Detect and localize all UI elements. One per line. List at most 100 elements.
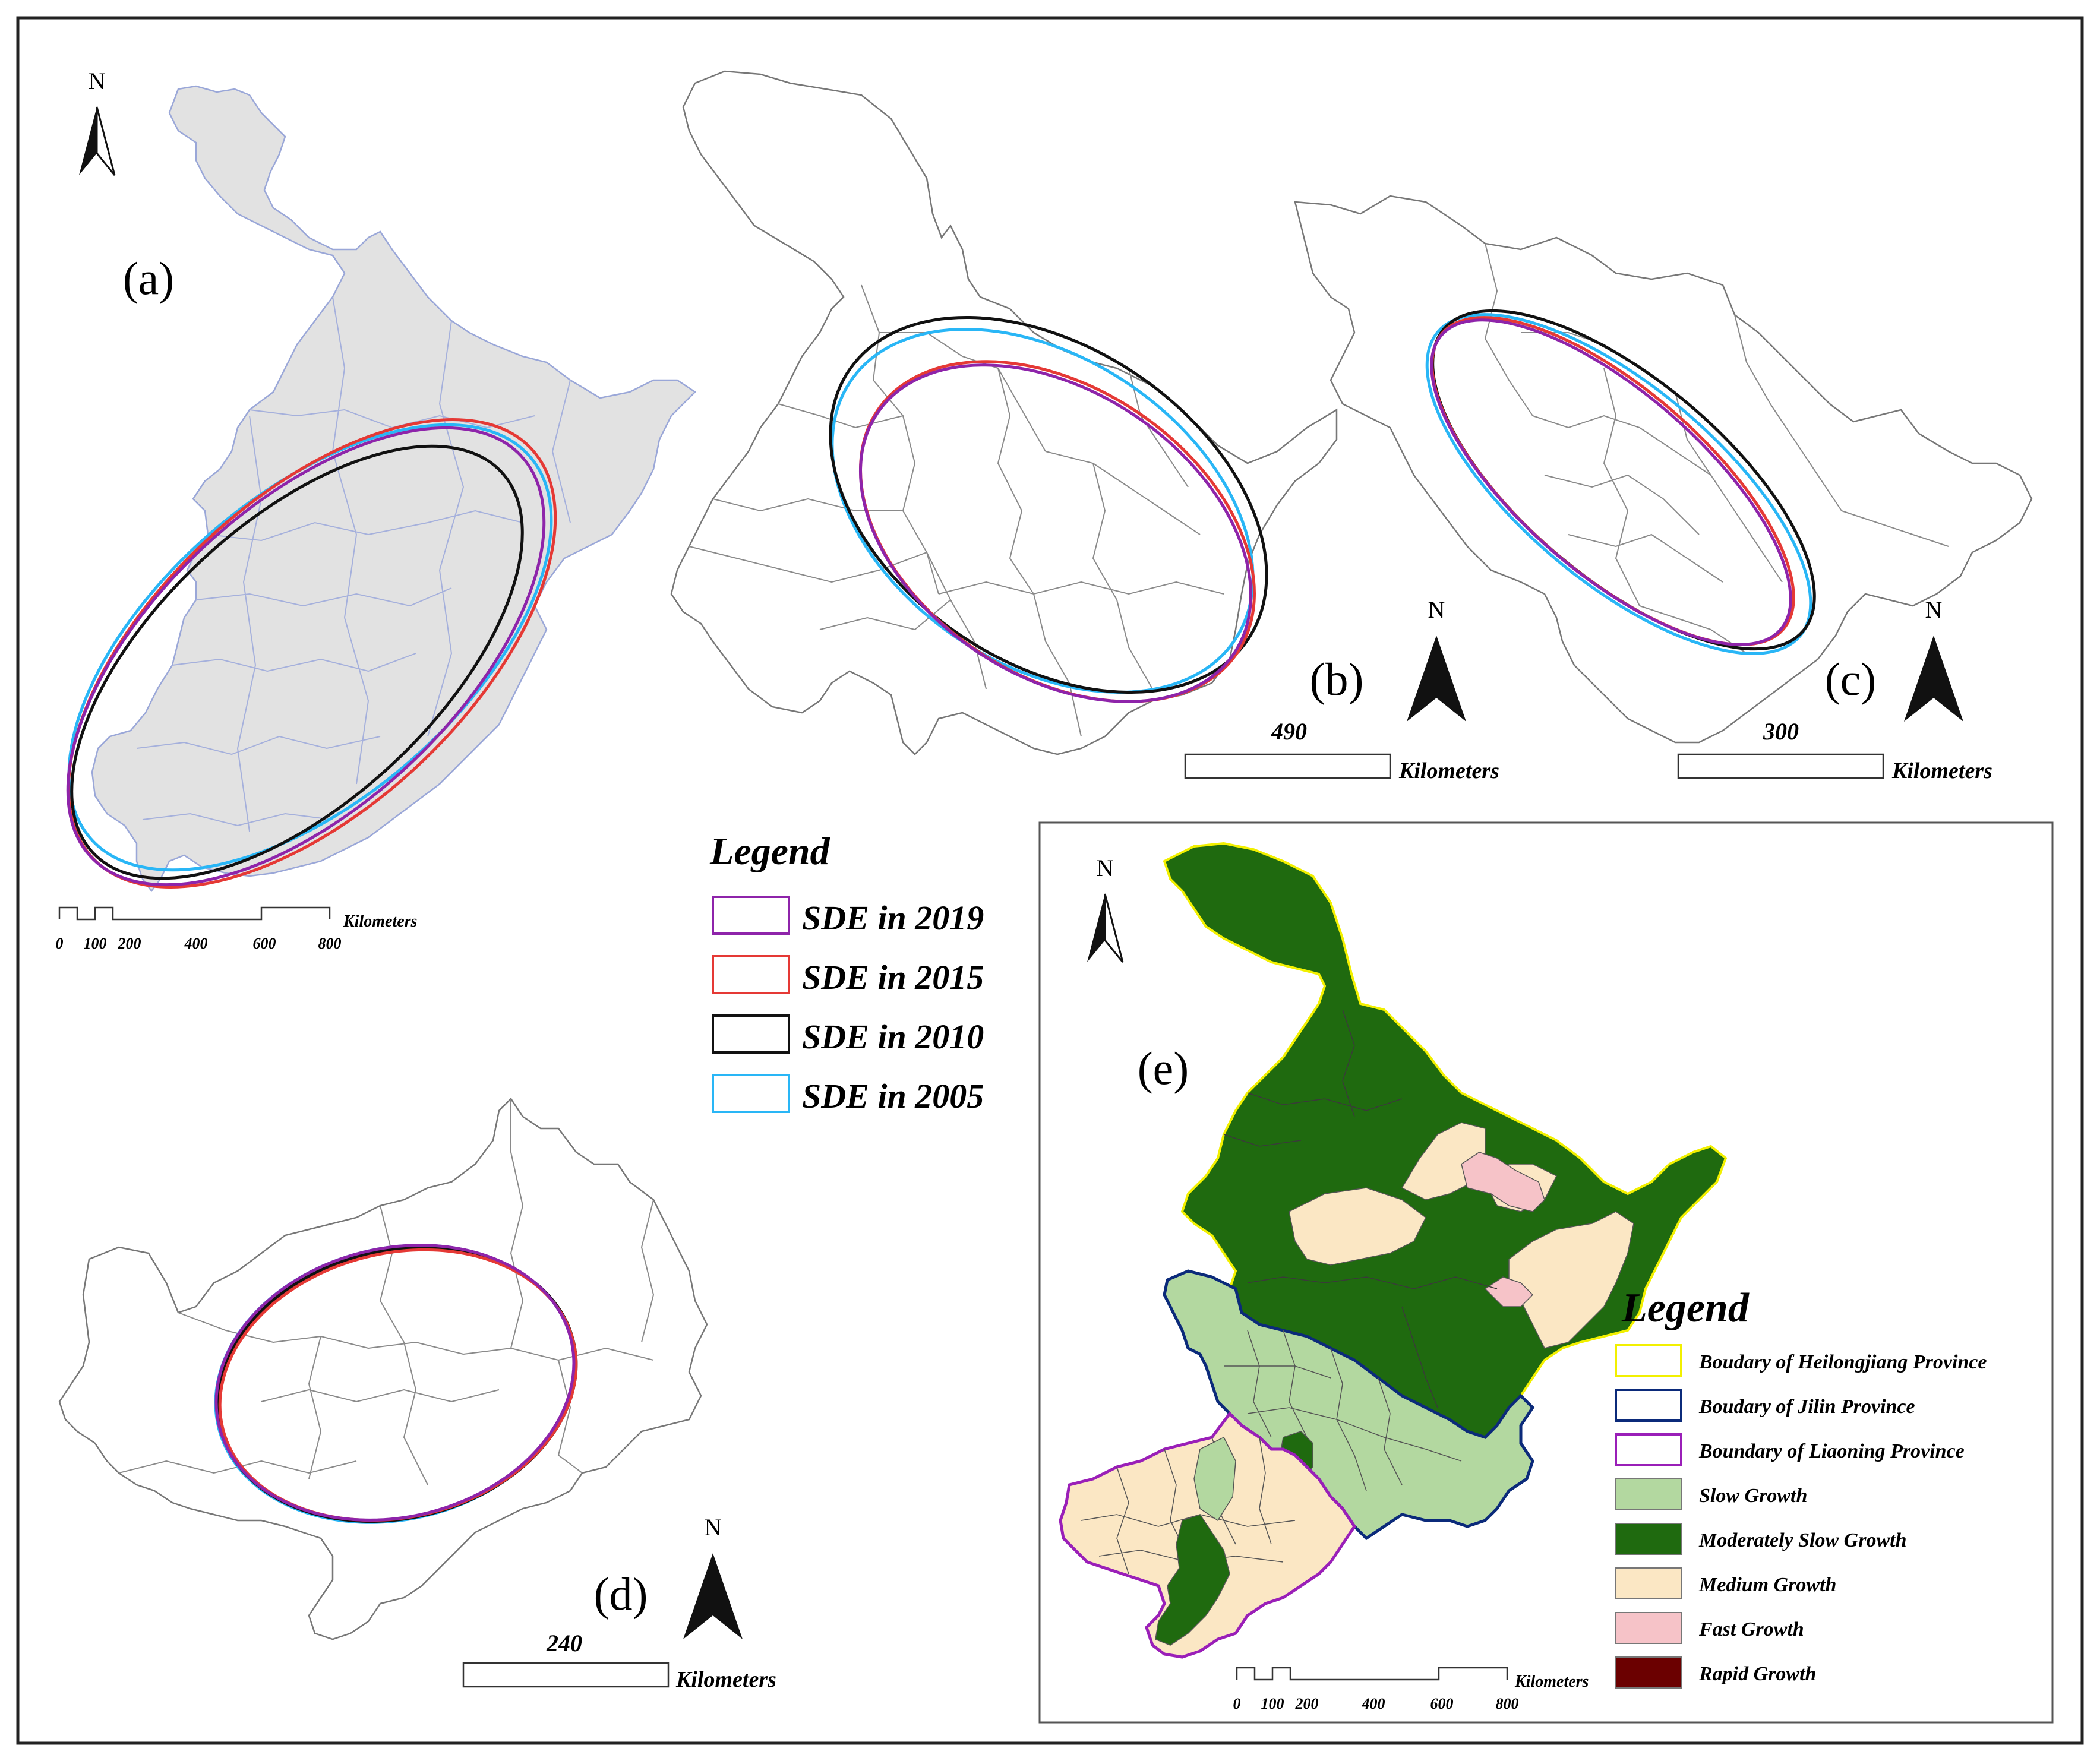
growth-legend-swatch-liaoning: [1615, 1433, 1682, 1466]
scalebar-a-tick-3: 400: [184, 935, 208, 952]
panel-a: N (a) Kilometers 0 100 200 400 600 800: [56, 68, 696, 952]
sde-legend-swatch-2010: [712, 1014, 790, 1054]
scalebar-a: Kilometers 0 100 200 400 600 800: [56, 906, 418, 952]
scalebar-e: Kilometers 0 100 200 400 600 800: [1233, 1667, 1589, 1712]
north-arrow-b: N: [1407, 596, 1466, 722]
growth-legend-item-liaoning: Boundary of Liaoning Province: [1615, 1433, 1965, 1466]
north-label-c: N: [1925, 596, 1943, 623]
sde-legend-title: Legend: [709, 830, 830, 873]
figure-border: [16, 16, 2084, 1745]
scalebar-e-tick-2: 200: [1295, 1695, 1319, 1712]
panel-c: (c) N 300 Kilometers: [1294, 195, 2033, 783]
scalebar-a-tick-2: 200: [118, 935, 141, 952]
jilin-outline: [1294, 195, 2033, 744]
sde-legend-item-2005: SDE in 2005: [712, 1074, 984, 1115]
sde-2019-ellipse-c: [1430, 318, 1792, 646]
sde-legend-item-2015: SDE in 2015: [712, 955, 984, 997]
panel-b-sde-ellipses: [829, 315, 1268, 703]
jilin-region: [1163, 1269, 1535, 1541]
growth-legend-swatch-medium: [1615, 1567, 1682, 1599]
scalebar-a-unit: Kilometers: [343, 912, 418, 931]
north-arrow-e: N: [1087, 855, 1124, 963]
growth-legend-item-fast: Fast Growth: [1615, 1612, 1804, 1644]
panel-e: N (e) Legend Boudary of Heilongjiang Pro…: [1038, 821, 2054, 1724]
growth-legend-swatch-moderately-slow: [1615, 1523, 1682, 1555]
panel-b: (b) N 490 Kilometers: [670, 70, 1499, 783]
north-label-a: N: [89, 68, 106, 94]
scalebar-b: 490 Kilometers: [1184, 718, 1499, 783]
heilongjiang-city-boundaries: [1223, 1009, 1498, 1408]
growth-legend-item-jilin: Boudary of Jilin Province: [1615, 1389, 1915, 1422]
sde-2019-ellipse-a: [66, 426, 546, 887]
growth-legend-swatch-heilongjiang: [1615, 1344, 1682, 1377]
north-arrow-c: N: [1904, 596, 1963, 722]
sde-2010-ellipse-b: [829, 315, 1268, 694]
scalebar-e-tick-1: 100: [1261, 1695, 1284, 1712]
scalebar-a-tick-1: 100: [84, 935, 107, 952]
sde-legend-swatch-2015: [712, 955, 790, 994]
growth-legend-label-moderately-slow: Moderately Slow Growth: [1698, 1529, 1906, 1551]
liaoning-outline: [58, 1098, 708, 1640]
panel-d-label: (d): [594, 1568, 648, 1620]
sde-legend-label-2010: SDE in 2010: [802, 1017, 984, 1056]
growth-legend-label-medium: Medium Growth: [1698, 1574, 1836, 1596]
sde-legend-label-2019: SDE in 2019: [802, 899, 984, 937]
scalebar-e-tick-3: 400: [1362, 1695, 1385, 1712]
sde-2010-ellipse-a: [70, 444, 524, 880]
scalebar-a-tick-0: 0: [56, 935, 64, 952]
growth-legend-label-rapid: Rapid Growth: [1698, 1663, 1816, 1685]
panel-c-sde-ellipses: [1425, 309, 1816, 655]
growth-legend-label-slow: Slow Growth: [1699, 1485, 1807, 1507]
sde-legend-swatch-2019: [712, 896, 790, 935]
scalebar-e-tick-0: 0: [1233, 1695, 1241, 1712]
growth-legend-item-medium: Medium Growth: [1615, 1567, 1836, 1599]
growth-legend-label-fast: Fast Growth: [1698, 1618, 1804, 1640]
northeast-china-region: [91, 85, 696, 893]
scalebar-d-unit: Kilometers: [675, 1667, 776, 1692]
liaoning-slow-growth-city: [1193, 1436, 1236, 1522]
sde-2005-ellipse-a: [67, 423, 553, 872]
panel-d: (d) N 240 Kilometers: [58, 1098, 776, 1692]
growth-legend-title: Legend: [1621, 1285, 1750, 1331]
growth-legend-label-heilongjiang: Boudary of Heilongjiang Province: [1698, 1351, 1987, 1373]
panel-a-sde-ellipses: [66, 418, 557, 889]
sde-legend: Legend SDE in 2019 SDE in 2015 SDE in 20…: [709, 830, 984, 1115]
sde-legend-label-2015: SDE in 2015: [802, 958, 984, 997]
north-label-d: N: [705, 1514, 722, 1541]
panel-c-city-boundaries: [1484, 243, 1949, 654]
panel-b-city-boundaries: [689, 284, 1224, 737]
jilin-city-boundaries: [1224, 1330, 1462, 1491]
growth-legend-item-heilongjiang: Boudary of Heilongjiang Province: [1615, 1344, 1987, 1377]
liaoning-moderately-slow-cities: [1155, 1514, 1230, 1646]
sde-legend-item-2010: SDE in 2010: [712, 1014, 984, 1056]
sde-legend-swatch-2005: [712, 1074, 790, 1113]
growth-legend-swatch-rapid: [1615, 1656, 1682, 1689]
growth-legend-swatch-slow: [1615, 1478, 1682, 1510]
heilongjiang-fast-growth-cities: [1461, 1152, 1545, 1307]
scalebar-d-value: 240: [546, 1630, 582, 1656]
panel-c-label: (c): [1825, 653, 1877, 705]
scalebar-c-value: 300: [1763, 718, 1799, 745]
growth-legend-swatch-jilin: [1615, 1389, 1682, 1422]
north-arrow-d: N: [683, 1514, 743, 1639]
scalebar-e-tick-4: 600: [1430, 1695, 1454, 1712]
panel-b-label: (b): [1310, 653, 1364, 705]
scalebar-b-unit: Kilometers: [1398, 758, 1499, 783]
growth-legend-item-rapid: Rapid Growth: [1615, 1656, 1816, 1689]
growth-legend: Legend Boudary of Heilongjiang Province …: [1615, 1285, 1987, 1689]
sde-legend-item-2019: SDE in 2019: [712, 896, 984, 937]
north-arrow-a: N: [79, 68, 116, 176]
growth-legend-swatch-fast: [1615, 1612, 1682, 1644]
sde-2019-ellipse-b: [858, 363, 1253, 703]
panel-e-label: (e): [1138, 1042, 1189, 1094]
scalebar-a-tick-4: 600: [253, 935, 276, 952]
sde-legend-label-2005: SDE in 2005: [802, 1077, 984, 1115]
growth-legend-item-moderately-slow: Moderately Slow Growth: [1615, 1523, 1906, 1555]
panel-a-label: (a): [123, 252, 175, 304]
scalebar-a-tick-5: 800: [318, 935, 342, 952]
scalebar-c: 300 Kilometers: [1677, 718, 1992, 783]
scalebar-c-unit: Kilometers: [1891, 758, 1992, 783]
growth-legend-label-liaoning: Boundary of Liaoning Province: [1698, 1440, 1965, 1462]
scalebar-e-tick-5: 800: [1496, 1695, 1519, 1712]
